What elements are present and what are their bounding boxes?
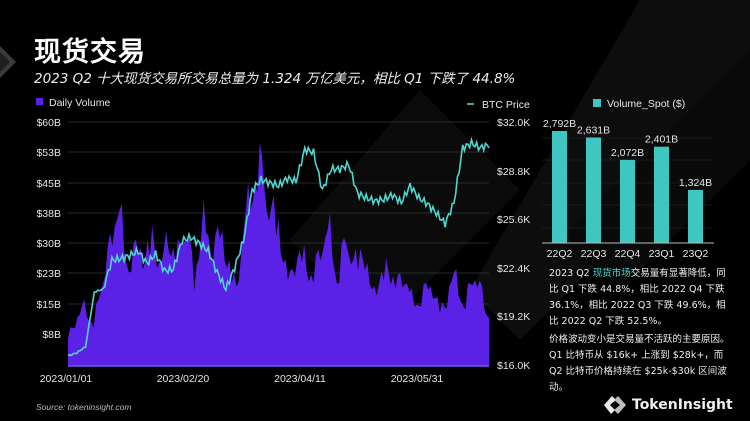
y-right-tick: $28.8K bbox=[497, 166, 530, 178]
page-subtitle: 2023 Q2 十大现货交易所交易总量为 1.324 万亿美元，相比 Q1 下跌… bbox=[34, 71, 516, 87]
bar-23Q1 bbox=[654, 146, 669, 243]
bar-value-label: 2,401B bbox=[645, 134, 678, 146]
bar-value-label: 1,324B bbox=[679, 177, 712, 189]
y-right-tick: $19.2K bbox=[497, 311, 530, 323]
btc-price-legend-label: BTC Price bbox=[482, 99, 530, 111]
y-right-tick: $16.0K bbox=[497, 360, 530, 372]
x-tick: 2023/01/01 bbox=[40, 373, 93, 385]
tokeninsight-logo-icon bbox=[604, 396, 626, 414]
spot-market-highlight: 现货市场 bbox=[592, 268, 631, 279]
bar-category-label: 22Q3 bbox=[581, 248, 607, 260]
daily-volume-legend-label: Daily Volume bbox=[49, 97, 110, 109]
bar-category-label: 22Q2 bbox=[547, 248, 573, 260]
bar-22Q2 bbox=[552, 131, 567, 243]
desc-rest: 交易量有显著降低，同比 Q1 下跌 44.8%，相比 2022 Q4 下跌 36… bbox=[549, 268, 726, 327]
y-left-tick: $8B bbox=[42, 329, 61, 341]
y-left-tick: $30B bbox=[36, 238, 61, 250]
y-left-tick: $38B bbox=[36, 208, 61, 220]
bar-category-label: 22Q4 bbox=[615, 248, 641, 260]
x-tick: 2023/05/31 bbox=[391, 373, 444, 385]
y-right-tick: $22.4K bbox=[497, 263, 530, 275]
volume-spot-legend-swatch bbox=[593, 99, 601, 107]
bar-23Q2 bbox=[688, 189, 703, 243]
source-note: Source: tokeninsight.com bbox=[36, 402, 132, 412]
btc-price-line bbox=[67, 136, 490, 357]
page-title: 现货交易 bbox=[34, 37, 146, 68]
y-right-tick: $32.0K bbox=[497, 117, 530, 129]
bar-category-label: 23Q1 bbox=[649, 248, 675, 260]
bar-22Q4 bbox=[620, 159, 635, 243]
x-tick: 2023/04/11 bbox=[274, 373, 326, 385]
daily-volume-legend-swatch bbox=[36, 98, 43, 105]
y-left-tick: $15B bbox=[36, 299, 61, 311]
x-tick: 2023/02/20 bbox=[157, 373, 210, 385]
y-right-tick: $25.6K bbox=[497, 214, 530, 226]
volume-spot-legend-label: Volume_Spot ($) bbox=[607, 98, 685, 110]
daily-volume-area bbox=[68, 142, 489, 366]
desc-prefix: 2023 Q2 bbox=[549, 268, 593, 279]
y-left-tick: $45B bbox=[36, 178, 61, 190]
description-paragraph-1: 2023 Q2 现货市场交易量有显著降低，同比 Q1 下跌 44.8%，相比 2… bbox=[549, 266, 735, 330]
y-left-tick: $53B bbox=[36, 147, 61, 159]
bar-22Q3 bbox=[586, 137, 601, 243]
tokeninsight-brand: TokenInsight bbox=[604, 396, 733, 414]
bar-value-label: 2,631B bbox=[577, 124, 610, 136]
bar-value-label: 2,072B bbox=[611, 147, 644, 159]
bar-category-label: 23Q2 bbox=[683, 248, 709, 260]
bar-value-label: 2,792B bbox=[543, 118, 576, 130]
tokeninsight-corner-logo-icon bbox=[0, 46, 16, 78]
brand-name: TokenInsight bbox=[632, 397, 733, 413]
description-paragraph-2: 价格波动变小是交易量不活跃的主要原因。Q1 比特币从 $16k+ 上涨到 $28… bbox=[549, 334, 730, 393]
y-left-tick: $23B bbox=[36, 268, 61, 280]
y-left-tick: $60B bbox=[36, 117, 61, 129]
